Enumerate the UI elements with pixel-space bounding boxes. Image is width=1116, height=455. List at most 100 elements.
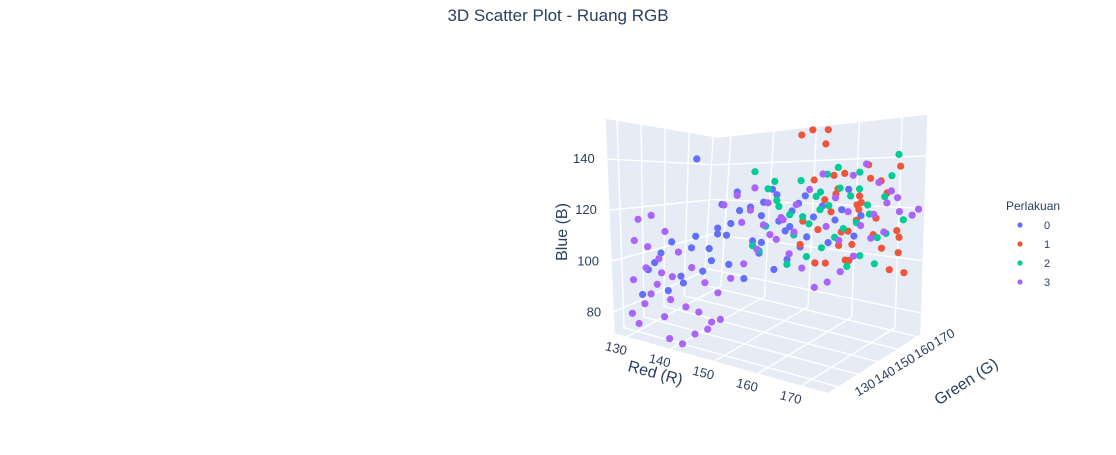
data-point — [823, 278, 831, 286]
data-point — [836, 184, 844, 192]
z-gridline-left — [608, 198, 714, 211]
data-point — [839, 225, 847, 233]
data-point — [688, 264, 696, 272]
data-point — [692, 232, 700, 240]
data-point — [797, 177, 805, 185]
scene-edge — [717, 113, 929, 138]
data-point — [857, 212, 865, 220]
data-point — [657, 249, 665, 257]
z-axis-title: Blue (B) — [554, 203, 571, 261]
data-point — [835, 241, 843, 249]
data-point — [658, 269, 666, 277]
data-point — [857, 222, 865, 230]
legend-label-2: 2 — [1044, 258, 1050, 270]
data-point — [850, 232, 858, 240]
data-point — [635, 319, 643, 328]
y-gridline-left — [616, 119, 625, 328]
z-tick-label: 140 — [573, 151, 595, 166]
data-point — [668, 273, 677, 281]
data-point — [725, 260, 733, 268]
data-point — [757, 212, 766, 220]
data-point — [900, 269, 908, 277]
data-point — [753, 245, 761, 253]
scene-points — [628, 126, 923, 348]
data-point — [895, 208, 904, 216]
data-point — [773, 196, 781, 204]
data-point — [738, 218, 746, 226]
data-point — [855, 185, 864, 193]
y-tick-label: 170 — [931, 325, 957, 349]
x-gridline-floor — [801, 327, 896, 387]
data-point — [687, 244, 696, 252]
x-gridline-back — [763, 130, 775, 297]
data-point — [883, 199, 891, 207]
y-gridline-left — [663, 128, 666, 307]
data-point — [699, 267, 707, 275]
data-point — [705, 245, 713, 253]
data-point — [666, 335, 674, 343]
data-point — [821, 259, 829, 267]
data-point — [810, 283, 818, 291]
data-point — [693, 155, 701, 163]
scene-gridlines — [604, 113, 929, 388]
data-point — [634, 215, 642, 223]
data-point — [867, 234, 875, 242]
data-point — [806, 185, 814, 194]
data-point — [895, 150, 903, 158]
data-point — [759, 221, 768, 229]
data-point — [653, 280, 661, 288]
x-gridline-floor — [626, 285, 722, 338]
data-point — [764, 185, 772, 193]
data-point — [841, 256, 849, 264]
data-point — [775, 202, 783, 210]
data-point — [727, 219, 735, 228]
data-point — [897, 162, 905, 170]
data-point — [819, 170, 827, 178]
data-point — [668, 238, 676, 246]
data-point — [899, 216, 907, 224]
data-point — [740, 275, 748, 283]
series-0 — [639, 155, 865, 299]
z-gridline-left — [612, 268, 710, 314]
data-point — [781, 227, 789, 235]
data-point — [824, 239, 832, 247]
data-point — [855, 205, 863, 213]
data-point — [716, 315, 725, 323]
data-point — [812, 192, 820, 201]
data-point — [792, 201, 800, 209]
y-gridline-left — [703, 136, 714, 286]
data-point — [674, 248, 683, 256]
data-point — [830, 171, 838, 179]
data-point — [864, 201, 872, 209]
data-point — [893, 227, 901, 235]
data-point — [707, 257, 716, 265]
data-point — [870, 210, 878, 218]
series-3 — [628, 160, 923, 348]
y-gridline-floor — [683, 295, 898, 350]
data-point — [831, 216, 839, 224]
data-point — [877, 244, 886, 252]
chart-title: 3D Scatter Plot - Ruang RGB — [447, 6, 668, 25]
scene-edge — [920, 113, 929, 335]
data-point — [790, 228, 798, 236]
data-point — [655, 255, 663, 263]
data-point — [855, 192, 864, 200]
data-point — [733, 191, 741, 199]
data-point — [678, 340, 687, 348]
data-point — [822, 222, 830, 231]
data-point — [647, 211, 655, 219]
data-point — [764, 199, 772, 207]
data-point — [722, 231, 731, 239]
x-gridline-floor — [757, 316, 852, 375]
z-gridline-back — [713, 198, 926, 209]
x-gridline-floor — [714, 306, 809, 362]
data-point — [894, 249, 902, 257]
data-point — [870, 260, 879, 268]
data-point — [803, 233, 811, 241]
data-point — [751, 168, 759, 176]
data-point — [695, 308, 703, 316]
data-point — [849, 252, 858, 260]
data-point — [887, 187, 896, 195]
